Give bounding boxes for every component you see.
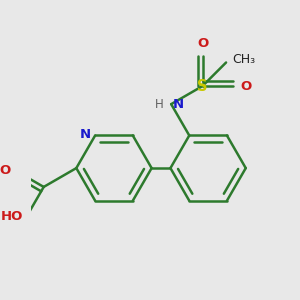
- Text: N: N: [80, 128, 91, 140]
- Text: CH₃: CH₃: [232, 53, 255, 66]
- Text: O: O: [240, 80, 251, 92]
- Text: HO: HO: [0, 210, 23, 223]
- Text: O: O: [0, 164, 11, 177]
- Text: O: O: [197, 37, 208, 50]
- Text: S: S: [197, 79, 208, 94]
- Text: H: H: [155, 98, 164, 111]
- Text: N: N: [172, 98, 184, 111]
